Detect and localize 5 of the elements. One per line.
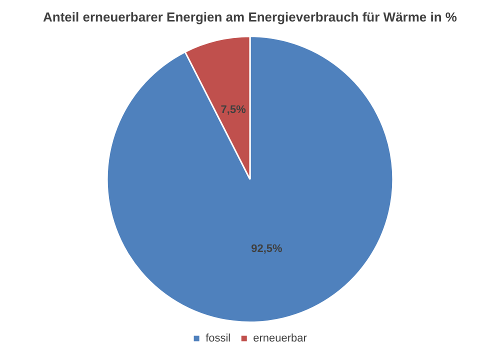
data-label: 7,5% bbox=[220, 104, 246, 116]
chart-title: Anteil erneuerbarer Energien am Energieverbrauch für Wärme in % bbox=[43, 9, 458, 24]
data-label: 92,5% bbox=[251, 242, 282, 255]
legend-label: fossil bbox=[206, 332, 231, 345]
legend-label: erneuerbar bbox=[253, 332, 308, 345]
